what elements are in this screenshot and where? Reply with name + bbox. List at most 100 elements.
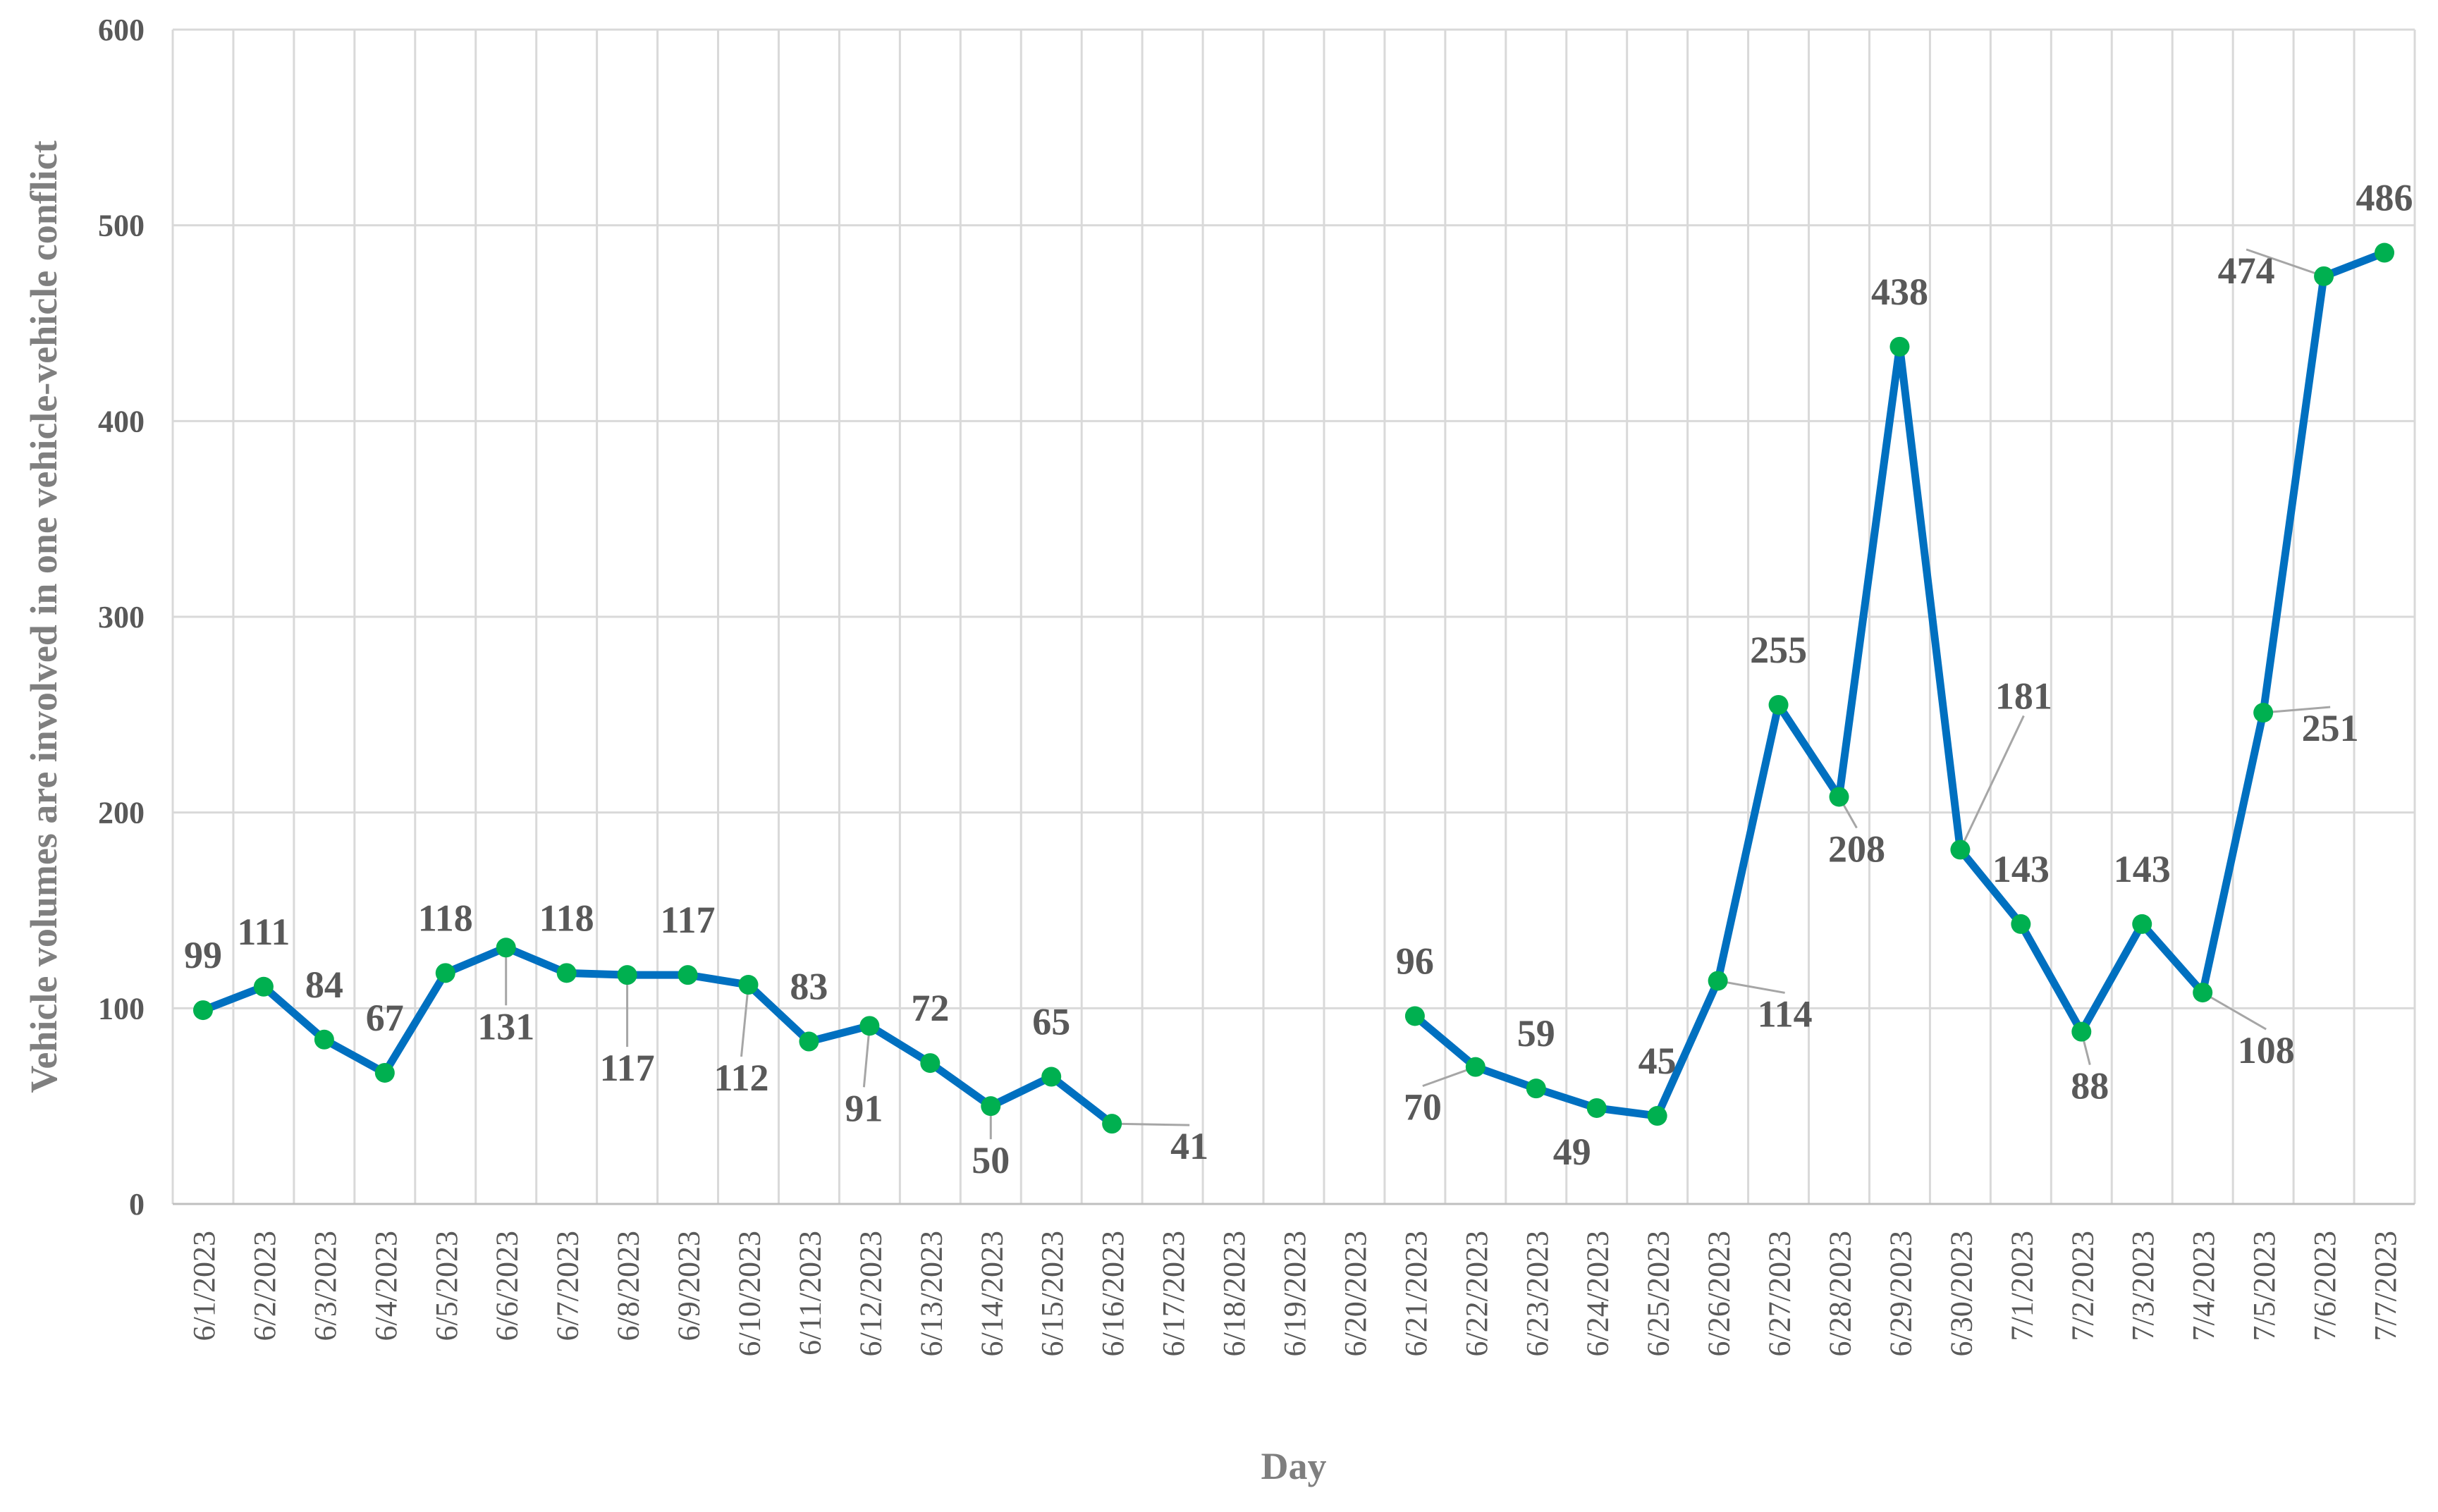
data-point: [374, 1062, 395, 1083]
x-tick-label: 7/7/2023: [2368, 1231, 2403, 1341]
y-axis-ticks: 0 100 200 300 400 500 600: [98, 13, 145, 1222]
x-tick-label: 6/26/2023: [1702, 1231, 1736, 1356]
data-point: [496, 938, 516, 958]
x-tick-label: 6/1/2023: [187, 1231, 221, 1341]
label-leader-line: [1112, 1122, 1190, 1126]
data-label: 41: [1170, 1125, 1208, 1167]
label-leader-line: [1717, 979, 1785, 994]
x-tick-label: 6/29/2023: [1883, 1231, 1918, 1356]
x-axis-title: Day: [1261, 1445, 1327, 1487]
x-tick-label: 6/9/2023: [672, 1231, 706, 1341]
series-line-segment: [1411, 249, 2389, 1120]
data-point: [192, 1000, 213, 1021]
y-tick-label: 500: [98, 209, 145, 243]
data-point: [556, 963, 577, 983]
data-label: 208: [1828, 828, 1885, 870]
label-leader-line: [740, 984, 749, 1057]
x-tick-label: 6/17/2023: [1156, 1231, 1191, 1356]
x-tick-label: 6/13/2023: [914, 1231, 948, 1356]
data-label: 181: [1995, 675, 2052, 717]
x-tick-label: 7/6/2023: [2308, 1231, 2342, 1341]
data-label: 111: [237, 911, 290, 953]
data-label: 67: [366, 997, 404, 1039]
data-point: [1768, 694, 1789, 715]
x-tick-label: 6/15/2023: [1035, 1231, 1070, 1356]
x-tick-label: 6/6/2023: [490, 1231, 525, 1341]
x-tick-label: 6/30/2023: [1944, 1231, 1978, 1356]
grid-lines: [171, 28, 2416, 1205]
x-tick-label: 6/20/2023: [1338, 1231, 1373, 1356]
y-tick-label: 100: [98, 991, 145, 1026]
label-leader-line: [1959, 715, 2025, 851]
data-label: 117: [661, 899, 716, 941]
series-line-segment: [199, 943, 1116, 1128]
x-tick-label: 6/11/2023: [792, 1231, 827, 1356]
x-tick-label: 6/8/2023: [611, 1231, 646, 1341]
data-label: 117: [600, 1047, 655, 1089]
data-point: [2375, 242, 2395, 263]
y-tick-label: 0: [129, 1187, 145, 1222]
data-label: 65: [1032, 1001, 1070, 1043]
x-tick-label: 6/19/2023: [1278, 1231, 1312, 1356]
x-tick-label: 6/3/2023: [308, 1231, 343, 1341]
data-point: [1889, 336, 1910, 357]
data-label: 108: [2238, 1029, 2295, 1071]
x-tick-label: 7/3/2023: [2126, 1231, 2160, 1341]
data-label: 84: [305, 964, 343, 1006]
x-tick-label: 7/4/2023: [2186, 1231, 2221, 1341]
data-point: [1041, 1067, 1062, 1087]
data-labels: 99 111 84 67 118 131 118 117 117 112 83 91 72 50 65 41 9…: [184, 177, 2413, 1182]
x-tick-label: 6/27/2023: [1763, 1231, 1797, 1356]
data-label: 474: [2218, 250, 2275, 292]
label-leader-line: [862, 1026, 871, 1088]
x-tick-label: 6/22/2023: [1459, 1231, 1494, 1356]
data-label: 96: [1396, 940, 1434, 982]
data-label: 49: [1553, 1131, 1591, 1173]
data-point: [2193, 983, 2213, 1003]
x-tick-label: 6/28/2023: [1823, 1231, 1858, 1356]
data-point: [738, 975, 759, 995]
y-tick-label: 200: [98, 796, 145, 830]
data-label: 45: [1638, 1040, 1677, 1082]
data-point: [1708, 971, 1728, 991]
data-label: 438: [1871, 271, 1928, 313]
x-tick-label: 6/18/2023: [1217, 1231, 1251, 1356]
x-tick-label: 7/2/2023: [2065, 1231, 2100, 1341]
label-leader-line: [2263, 706, 2331, 714]
data-point: [1829, 787, 1849, 807]
y-tick-label: 600: [98, 13, 145, 47]
data-point: [920, 1053, 941, 1074]
label-leader-line: [2202, 991, 2267, 1031]
data-label: 59: [1517, 1012, 1555, 1055]
x-tick-label: 6/14/2023: [974, 1231, 1009, 1356]
data-label: 91: [845, 1087, 883, 1129]
series-line: [199, 249, 2389, 1128]
y-tick-label: 400: [98, 404, 145, 438]
data-point: [314, 1029, 334, 1050]
x-tick-label: 6/16/2023: [1096, 1231, 1130, 1356]
data-point: [1102, 1114, 1122, 1134]
data-label: 70: [1404, 1086, 1442, 1129]
data-label: 50: [972, 1139, 1010, 1181]
data-point: [1647, 1106, 1667, 1126]
data-label: 114: [1758, 992, 1813, 1035]
data-point: [859, 1016, 880, 1036]
x-tick-label: 6/21/2023: [1399, 1231, 1433, 1356]
data-label: 255: [1750, 629, 1807, 671]
data-point: [799, 1031, 819, 1052]
data-point: [2011, 914, 2031, 934]
x-tick-label: 6/7/2023: [551, 1231, 585, 1341]
x-tick-label: 7/1/2023: [2004, 1231, 2039, 1341]
x-tick-label: 6/10/2023: [732, 1231, 766, 1356]
x-tick-label: 6/25/2023: [1641, 1231, 1676, 1356]
data-label: 251: [2302, 707, 2359, 749]
data-label: 486: [2356, 177, 2413, 219]
data-point: [1465, 1057, 1486, 1077]
x-tick-label: 6/12/2023: [853, 1231, 888, 1356]
data-point: [1526, 1078, 1546, 1099]
data-point: [253, 976, 274, 997]
y-axis-title: Vehicle volumes are involved in one vehi…: [23, 140, 65, 1093]
x-tick-label: 6/24/2023: [1581, 1231, 1615, 1356]
data-point: [1586, 1098, 1607, 1118]
